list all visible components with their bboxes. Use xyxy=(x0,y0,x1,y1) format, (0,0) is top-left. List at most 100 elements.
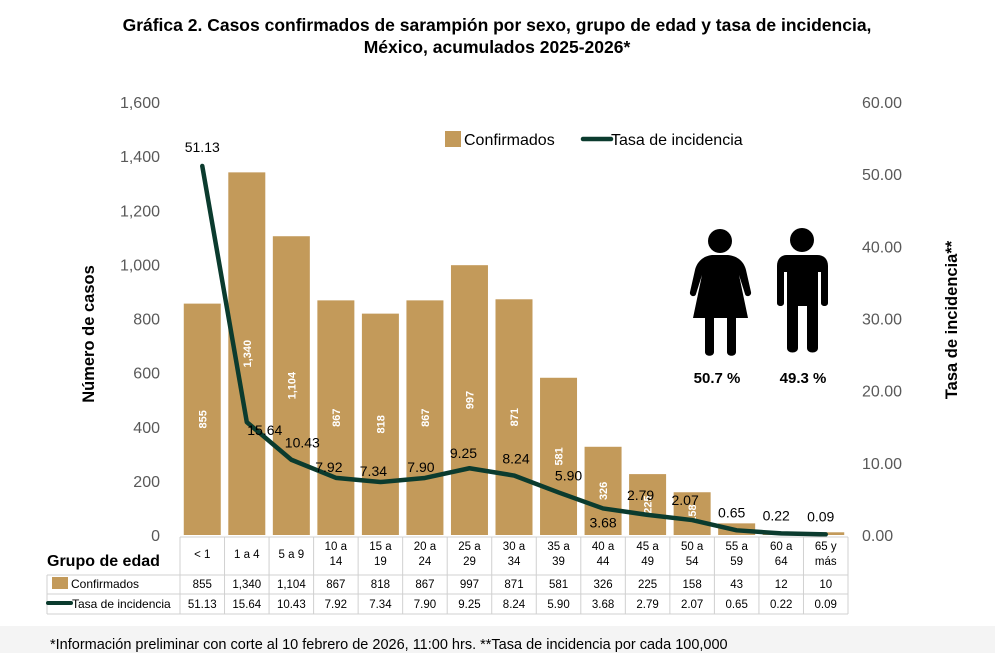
table-category-label: 45 a xyxy=(636,541,659,553)
table-cell: 12 xyxy=(775,579,788,591)
table-cell: 10 xyxy=(819,579,832,591)
table-cell: 225 xyxy=(638,579,657,591)
table-category-label: 34 xyxy=(508,556,521,568)
table-cell: 158 xyxy=(683,579,702,591)
table-category-label: 54 xyxy=(686,556,699,568)
bar-confirmados xyxy=(450,265,488,535)
rate-value-label: 8.24 xyxy=(502,451,529,467)
bar-confirmados xyxy=(584,446,622,535)
table-cell: 15.64 xyxy=(232,599,261,611)
table-cell: 997 xyxy=(460,579,479,591)
table-row-label-tasa: Tasa de incidencia xyxy=(72,597,171,611)
table-category-label: 10 a xyxy=(325,541,348,553)
table-swatch-confirmados xyxy=(52,577,68,589)
y-right-tick-label: 40.00 xyxy=(862,239,902,256)
bar-confirmados xyxy=(183,303,221,535)
table-category-label: 44 xyxy=(597,556,610,568)
table-category-label: 55 a xyxy=(725,541,748,553)
legend-swatch-confirmados xyxy=(445,131,461,147)
y-left-tick-label: 0 xyxy=(151,528,160,545)
table-cell: 3.68 xyxy=(592,599,614,611)
y-right-tick-label: 30.00 xyxy=(862,312,902,329)
bar-confirmados xyxy=(406,300,444,535)
bar-value-label: 581 xyxy=(554,447,566,465)
table-cell: 0.65 xyxy=(725,599,747,611)
y-right-tick-label: 50.00 xyxy=(862,167,902,184)
rate-value-label: 5.90 xyxy=(555,467,582,483)
rate-value-label: 10.43 xyxy=(285,435,320,451)
y-right-tick-label: 0.00 xyxy=(862,528,893,545)
table-category-label: 19 xyxy=(374,556,387,568)
table-category-label: 50 a xyxy=(681,541,704,553)
bar-value-label: 997 xyxy=(464,391,476,409)
bar-value-label: 225 xyxy=(643,495,655,513)
table-category-label: 1 a 4 xyxy=(234,549,260,561)
footnote: *Información preliminar con corte al 10 … xyxy=(50,637,728,653)
bars xyxy=(183,172,845,536)
data-table: < 1 1 a 4 5 a 9 10 a 14 15 a 19 20 a 24 25 a 29 30 … xyxy=(46,536,849,615)
male-icon xyxy=(777,228,828,353)
y-left-tick-label: 1,000 xyxy=(120,257,160,274)
legend-label-confirmados: Confirmados xyxy=(464,132,555,149)
rate-value-label: 2.07 xyxy=(672,492,699,508)
table-category-label: 5 a 9 xyxy=(279,549,305,561)
chart-title-line2: México, acumulados 2025-2026* xyxy=(364,37,631,57)
table-cell: 2.79 xyxy=(636,599,658,611)
bar-confirmados xyxy=(540,377,578,535)
table-cell: 326 xyxy=(593,579,612,591)
table-cell: 8.24 xyxy=(503,599,526,611)
chart-title-line1: Gráfica 2. Casos confirmados de sarampió… xyxy=(123,15,872,35)
y-right-tick-label: 10.00 xyxy=(862,456,902,473)
male-percent: 49.3 % xyxy=(780,370,827,387)
table-cell: 1,340 xyxy=(232,579,261,591)
table-cell: 581 xyxy=(549,579,568,591)
table-cell: 855 xyxy=(193,579,212,591)
table-category-label: 14 xyxy=(329,556,342,568)
female-percent: 50.7 % xyxy=(694,370,741,387)
table-cell: 867 xyxy=(415,579,434,591)
incidence-line xyxy=(200,163,828,537)
y-left-tick-label: 400 xyxy=(133,420,160,437)
bar-confirmados xyxy=(272,236,310,536)
y-right-tick-labels: 0.00 10.00 20.00 30.00 40.00 50.00 60.00 xyxy=(862,95,902,545)
table-category-label: 39 xyxy=(552,556,565,568)
rate-value-label: 7.34 xyxy=(360,463,387,479)
table-cell: 0.22 xyxy=(770,599,792,611)
bar-confirmados xyxy=(673,492,711,535)
table-category-label: 35 a xyxy=(547,541,570,553)
table-cell: 9.25 xyxy=(458,599,480,611)
rate-value-label: 7.90 xyxy=(407,459,434,475)
bar-confirmados xyxy=(629,474,667,535)
bar-value-label: 1,340 xyxy=(242,340,254,368)
bar-value-label: 867 xyxy=(331,409,343,427)
table-cell: 7.34 xyxy=(369,599,392,611)
bar-value-label: 867 xyxy=(420,409,432,427)
table-cell: 871 xyxy=(504,579,523,591)
table-cell: 7.92 xyxy=(325,599,347,611)
table-cell: 2.07 xyxy=(681,599,703,611)
table-category-label: 59 xyxy=(730,556,743,568)
table-cell: 1,104 xyxy=(277,579,306,591)
table-row-label-confirmados: Confirmados xyxy=(71,577,139,591)
table-category-label: < 1 xyxy=(194,549,210,561)
bar-confirmados xyxy=(495,299,533,535)
incidence-line-layer xyxy=(200,163,828,537)
bar-value-label: 326 xyxy=(598,482,610,500)
rate-value-label: 2.79 xyxy=(627,487,654,503)
rate-value-label: 51.13 xyxy=(185,139,220,155)
table-cell: 43 xyxy=(730,579,743,591)
y-left-tick-label: 600 xyxy=(133,366,160,383)
y-left-tick-label: 200 xyxy=(133,474,160,491)
y-left-tick-label: 800 xyxy=(133,312,160,329)
table-category-label: 49 xyxy=(641,556,654,568)
table-cell: 818 xyxy=(371,579,390,591)
table-category-label: 15 a xyxy=(369,541,392,553)
bar-value-label: 818 xyxy=(375,415,387,433)
table-cell: 7.90 xyxy=(414,599,436,611)
table-category-label: 64 xyxy=(775,556,788,568)
table-category-label: 60 a xyxy=(770,541,793,553)
y-left-tick-label: 1,200 xyxy=(120,203,160,220)
table-cell: 51.13 xyxy=(188,599,217,611)
